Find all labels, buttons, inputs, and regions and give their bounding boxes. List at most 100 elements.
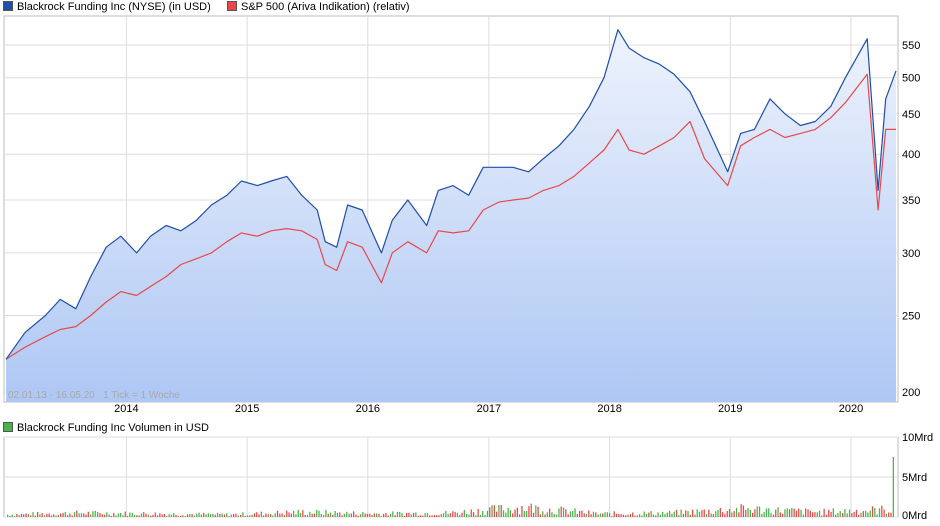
volume-bar: [747, 508, 749, 517]
volume-bar: [320, 514, 322, 517]
volume-bar: [502, 510, 505, 517]
volume-bar: [223, 514, 226, 517]
volume-bar: [249, 515, 251, 517]
volume-bar: [168, 514, 170, 517]
volume-bar: [579, 511, 581, 517]
volume-bar: [302, 510, 304, 517]
volume-bar: [156, 515, 159, 517]
volume-bar: [622, 514, 625, 517]
y-tick-label-450: 450: [902, 109, 920, 121]
blackrock-price-line: [5, 29, 897, 360]
legend-label-blackrock: Blackrock Funding Inc (NYSE) (in USD): [17, 1, 211, 13]
volume-bar: [754, 509, 756, 517]
volume-bar: [339, 512, 341, 517]
volume-bar: [182, 515, 184, 517]
volume-bar: [562, 507, 565, 517]
volume-bar: [855, 509, 858, 517]
volume-bar: [657, 512, 659, 517]
volume-bar: [468, 514, 470, 517]
volume-bar: [316, 509, 318, 517]
volume-bar: [708, 509, 710, 517]
volume-y-tick-label-10: 10Mrd: [902, 432, 933, 444]
volume-bar: [526, 511, 528, 517]
volume-bar: [87, 511, 89, 517]
volume-bar: [461, 512, 463, 517]
volume-bar: [832, 508, 834, 517]
volume-bar: [253, 513, 256, 517]
volume-bar: [793, 508, 795, 517]
volume-bar: [198, 512, 200, 517]
volume-bar: [871, 506, 874, 517]
volume-bar: [555, 514, 558, 517]
volume-bar: [652, 514, 655, 517]
volume-bar: [34, 515, 36, 517]
volume-bar: [295, 514, 297, 517]
volume-bar: [23, 514, 25, 517]
volume-bar: [634, 515, 636, 517]
volume-bar: [140, 513, 143, 517]
volume-bar: [67, 515, 69, 517]
volume-bar: [304, 515, 306, 517]
legend-item-sp500: S&P 500 (Ariva Indikation) (relativ): [227, 1, 410, 13]
volume-bar: [152, 515, 154, 517]
volume-y-tick-label-0: 0Mrd: [902, 510, 927, 522]
volume-bar: [500, 505, 502, 517]
volume-bar: [765, 508, 768, 517]
volume-bar: [761, 513, 763, 517]
volume-bar: [865, 510, 867, 517]
legend-label-sp500: S&P 500 (Ariva Indikation) (relativ): [241, 1, 410, 13]
volume-bar: [459, 514, 461, 517]
volume-bar: [519, 514, 521, 517]
volume-axis-labels: 0Mrd 5Mrd 10Mrd: [902, 432, 933, 522]
x-tick-label-2019: 2019: [718, 403, 742, 415]
volume-bar: [726, 511, 728, 517]
volume-bar: [466, 514, 468, 517]
volume-bar: [394, 515, 396, 517]
volume-bar: [424, 513, 426, 517]
volume-bar: [535, 505, 537, 517]
volume-bar: [64, 512, 66, 517]
volume-bar: [560, 506, 562, 517]
volume-bar: [389, 514, 392, 517]
volume-bar: [69, 513, 71, 517]
volume-bar: [715, 511, 717, 517]
volume-bar: [385, 513, 387, 517]
volume-bar: [742, 505, 745, 517]
volume-bar: [521, 506, 523, 517]
volume-bar: [777, 507, 779, 517]
volume-bar: [666, 512, 668, 517]
volume-bar: [180, 515, 182, 517]
volume-bar: [788, 509, 791, 517]
volume-bar: [505, 512, 507, 517]
volume-bar: [136, 515, 138, 517]
volume-bar: [426, 513, 429, 517]
volume-bar: [429, 515, 431, 517]
volume-bar: [673, 511, 675, 517]
volume-bar: [288, 512, 290, 517]
volume-bar: [858, 514, 860, 517]
volume-bar: [343, 513, 345, 517]
volume-bar: [583, 513, 585, 517]
volume-bar: [705, 514, 708, 517]
volume-bar: [828, 509, 830, 517]
volume-bar: [745, 509, 747, 517]
volume-bar: [94, 510, 96, 517]
volume-bar: [694, 514, 696, 517]
volume-bar: [837, 513, 839, 517]
volume-bar: [496, 511, 498, 517]
volume-bar: [355, 514, 357, 517]
volume-bar: [888, 512, 890, 517]
volume-bar: [219, 514, 221, 517]
volume-bar: [293, 511, 295, 517]
volume-bar: [722, 512, 724, 517]
volume-bar: [237, 515, 239, 517]
volume-bar: [452, 511, 454, 517]
volume-bar: [639, 514, 641, 517]
volume-bar: [216, 512, 219, 517]
volume-bar: [256, 512, 258, 517]
volume-bar: [544, 514, 546, 517]
volume-bar: [406, 512, 408, 517]
volume-bar: [655, 515, 657, 517]
volume-bar: [650, 511, 652, 517]
volume-bar: [90, 514, 92, 517]
